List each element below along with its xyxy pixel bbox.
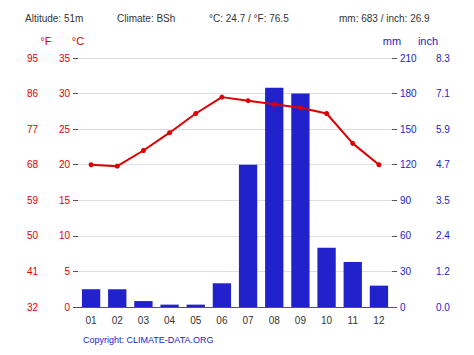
svg-text:0: 0	[400, 302, 406, 313]
svg-text:Altitude: 51m: Altitude: 51m	[25, 13, 83, 24]
svg-text:120: 120	[400, 159, 417, 170]
svg-text:150: 150	[400, 124, 417, 135]
svg-text:11: 11	[348, 315, 359, 326]
svg-text:95: 95	[27, 53, 39, 64]
svg-text:10: 10	[59, 230, 71, 241]
svg-text:03: 03	[138, 315, 150, 326]
svg-text:02: 02	[112, 315, 124, 326]
svg-text:59: 59	[27, 195, 39, 206]
svg-text:0.0: 0.0	[436, 302, 450, 313]
svg-text:01: 01	[86, 315, 98, 326]
svg-text:25: 25	[59, 124, 71, 135]
svg-text:mm: 683 / inch: 26.9: mm: 683 / inch: 26.9	[339, 13, 430, 24]
svg-text:°C: 24.7 / °F: 76.5: °C: 24.7 / °F: 76.5	[209, 13, 289, 24]
svg-text:5.9: 5.9	[436, 124, 450, 135]
svg-text:12: 12	[373, 315, 385, 326]
svg-text:77: 77	[27, 124, 39, 135]
svg-text:35: 35	[59, 53, 71, 64]
svg-text:°F: °F	[40, 35, 51, 47]
svg-text:06: 06	[216, 315, 228, 326]
svg-text:15: 15	[59, 195, 71, 206]
svg-text:30: 30	[59, 88, 71, 99]
svg-text:32: 32	[27, 302, 39, 313]
svg-text:180: 180	[400, 88, 417, 99]
svg-text:2.4: 2.4	[436, 230, 450, 241]
svg-text:inch: inch	[418, 35, 438, 47]
svg-text:°C: °C	[72, 35, 84, 47]
svg-text:7.1: 7.1	[436, 88, 450, 99]
svg-text:68: 68	[27, 159, 39, 170]
svg-text:10: 10	[321, 315, 333, 326]
svg-text:60: 60	[400, 230, 412, 241]
svg-text:07: 07	[243, 315, 255, 326]
svg-text:3.5: 3.5	[436, 195, 450, 206]
svg-text:09: 09	[295, 315, 307, 326]
svg-text:20: 20	[59, 159, 71, 170]
svg-text:41: 41	[27, 266, 39, 277]
svg-text:05: 05	[190, 315, 202, 326]
svg-text:4.7: 4.7	[436, 159, 450, 170]
svg-text:1.2: 1.2	[436, 266, 450, 277]
svg-text:86: 86	[27, 88, 39, 99]
svg-text:0: 0	[64, 302, 70, 313]
svg-text:30: 30	[400, 266, 412, 277]
svg-text:90: 90	[400, 195, 412, 206]
svg-text:5: 5	[64, 266, 70, 277]
svg-text:Copyright: CLIMATE-DATA.ORG: Copyright: CLIMATE-DATA.ORG	[83, 335, 214, 345]
svg-text:210: 210	[400, 53, 417, 64]
svg-text:Climate: BSh: Climate: BSh	[117, 13, 175, 24]
svg-text:8.3: 8.3	[436, 53, 450, 64]
svg-text:mm: mm	[383, 35, 401, 47]
svg-text:08: 08	[269, 315, 281, 326]
svg-text:04: 04	[164, 315, 176, 326]
svg-text:50: 50	[27, 230, 39, 241]
